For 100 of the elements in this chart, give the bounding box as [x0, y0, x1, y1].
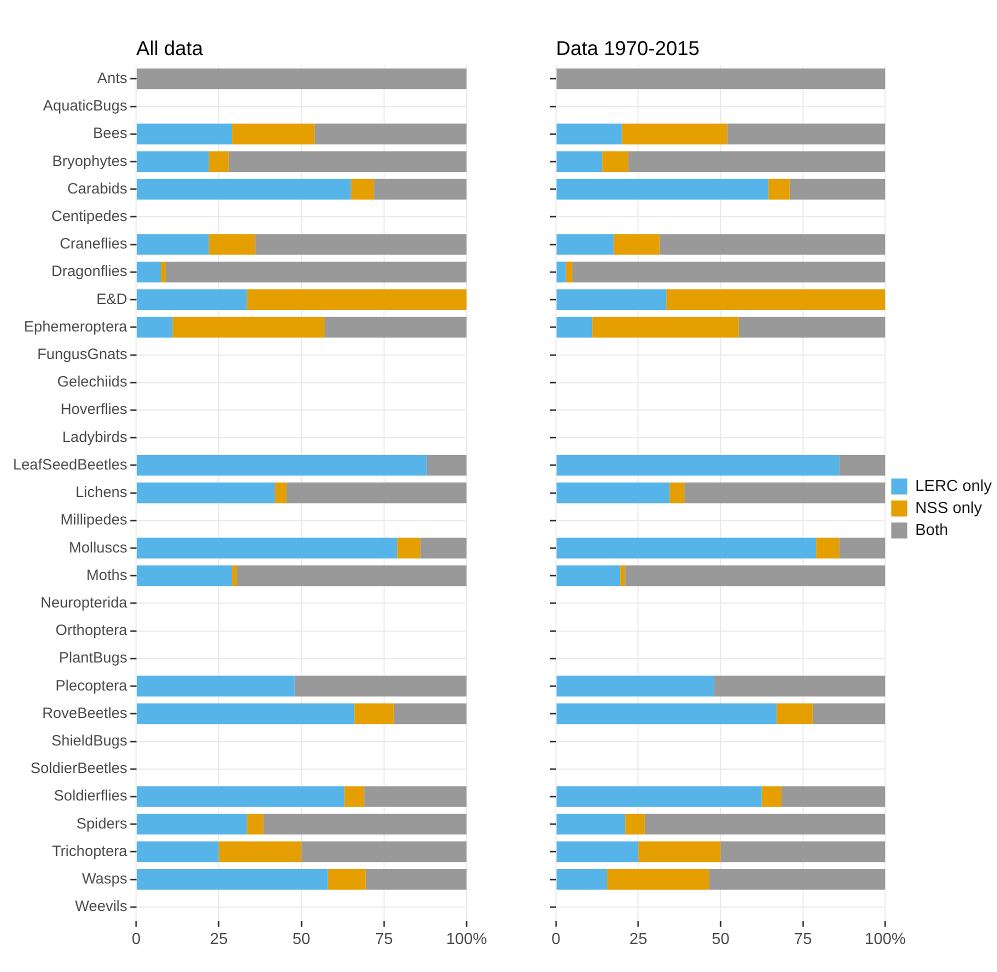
legend-label: Both: [915, 522, 948, 539]
bar: [625, 565, 886, 586]
y-tick-label: SoldierBeetles: [30, 760, 128, 778]
legend-label: LERC only: [915, 478, 992, 495]
x-tick-label: 25: [210, 930, 228, 948]
bar: [136, 869, 328, 890]
bar: [556, 316, 592, 338]
x-tick-label: 100%: [864, 930, 906, 948]
bar: [644, 814, 886, 835]
bar: [232, 565, 237, 586]
y-tick-label: Millipedes: [60, 512, 128, 529]
bar: [328, 869, 366, 890]
bar: [812, 703, 886, 724]
bar: [364, 786, 467, 807]
chart-title: All data: [136, 38, 204, 60]
x-tick-label: 75: [794, 930, 812, 948]
y-tick-label: Carabids: [67, 180, 128, 198]
legend-label: NSS only: [915, 500, 982, 517]
bar: [236, 565, 467, 586]
bar: [660, 234, 886, 255]
bar: [625, 814, 645, 835]
y-tick-label: Wasps: [82, 870, 128, 888]
bar: [556, 68, 886, 90]
x-tick-label: 75: [375, 930, 393, 948]
bar: [136, 676, 295, 696]
bar: [208, 151, 229, 172]
x-tick-label: 0: [552, 930, 561, 948]
bar: [374, 178, 467, 200]
y-tick-label: Craneflies: [60, 236, 128, 253]
x-tick-label: 50: [292, 930, 310, 948]
y-tick-label: Lichens: [76, 484, 128, 502]
bar: [161, 262, 166, 282]
bar: [670, 482, 684, 504]
bar: [762, 786, 782, 807]
bar: [556, 565, 620, 586]
y-tick-label: Dragonflies: [51, 263, 128, 280]
chart-title: Data 1970-2015: [556, 38, 700, 60]
bar: [136, 124, 232, 144]
bar: [790, 178, 886, 200]
y-tick-label: Ephemeroptera: [24, 318, 128, 336]
y-tick-label: Moths: [86, 566, 128, 584]
bar: [232, 124, 315, 144]
y-tick-label: PlantBugs: [58, 650, 128, 667]
bar: [566, 262, 572, 282]
bar: [263, 814, 467, 835]
bar: [720, 841, 886, 862]
bar: [556, 262, 566, 282]
bar: [208, 234, 256, 255]
bar: [556, 289, 666, 310]
bar: [136, 814, 247, 835]
y-tick-label: Weevils: [75, 898, 128, 916]
bar: [714, 676, 886, 696]
bar: [136, 538, 398, 558]
y-tick-label: LeafSeedBeetles: [12, 456, 128, 474]
bar: [709, 869, 886, 890]
bar: [314, 124, 467, 144]
bar: [350, 178, 374, 200]
bar: [286, 482, 467, 504]
y-tick-label: RoveBeetles: [42, 704, 128, 722]
bar: [638, 841, 721, 862]
bar: [274, 482, 287, 504]
y-tick-label: Trichoptera: [52, 842, 128, 860]
bar: [556, 234, 614, 255]
y-tick-label: Gelechiids: [57, 374, 128, 391]
y-tick-label: Neuropterida: [40, 594, 128, 612]
bar: [136, 703, 354, 724]
bar: [324, 316, 467, 338]
bar: [727, 124, 886, 144]
y-tick-label: Bryophytes: [52, 152, 128, 170]
bar: [246, 289, 467, 310]
bar: [839, 538, 886, 558]
x-tick-label: 50: [712, 930, 730, 948]
x-tick-label: 25: [629, 930, 648, 948]
bar: [218, 841, 302, 862]
bar: [301, 841, 467, 862]
bar: [172, 316, 325, 338]
bar: [556, 178, 768, 200]
bar: [420, 538, 467, 558]
bar: [620, 565, 626, 586]
y-tick-label: Bees: [93, 125, 128, 142]
bar: [556, 676, 714, 696]
y-tick-label: AquaticBugs: [43, 98, 128, 115]
y-tick-label: FungusGnats: [37, 346, 128, 364]
bar: [136, 234, 209, 255]
bar: [738, 316, 886, 338]
bar: [768, 178, 790, 200]
bar: [166, 262, 467, 282]
y-tick-label: ShieldBugs: [51, 732, 128, 750]
bar: [136, 178, 351, 200]
bar: [426, 454, 467, 476]
bar: [556, 151, 602, 172]
bar: [628, 151, 886, 172]
bar: [294, 676, 467, 696]
y-tick-label: Ladybirds: [62, 428, 128, 446]
bar: [366, 869, 467, 890]
bar: [136, 289, 247, 310]
bar: [255, 234, 467, 255]
bar: [556, 814, 626, 835]
bar: [136, 68, 467, 90]
bar: [607, 869, 710, 890]
